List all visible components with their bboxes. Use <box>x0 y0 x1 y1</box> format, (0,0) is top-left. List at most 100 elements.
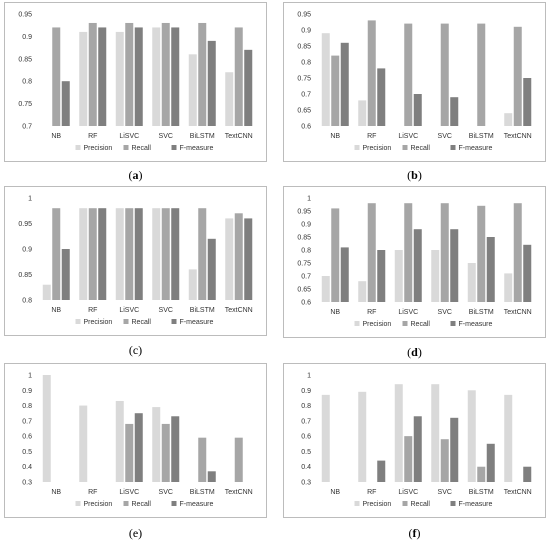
bar-precision <box>188 54 197 126</box>
legend-swatch <box>171 145 177 150</box>
bar-recall <box>440 203 449 302</box>
legend-label: Precision <box>363 321 392 328</box>
bar-precision <box>188 269 197 300</box>
panel-caption: (d) <box>407 345 422 359</box>
y-tick-label: 0.85 <box>18 272 32 279</box>
x-category-label: NB <box>330 133 340 140</box>
x-category-label: RF <box>88 307 97 314</box>
x-category-label: SVC <box>159 133 173 140</box>
x-category-label: RF <box>367 133 376 140</box>
y-tick-label: 0.65 <box>297 287 311 294</box>
y-tick-label: 1 <box>307 373 311 380</box>
bar-f-measure <box>486 237 495 302</box>
bar-f-measure <box>413 229 422 302</box>
bar-f-measure <box>450 229 459 302</box>
legend-label: F-measure <box>180 319 214 326</box>
bar-f-measure <box>171 208 180 300</box>
bar-precision <box>115 208 124 300</box>
bar-recall <box>367 20 376 126</box>
bar-f-measure <box>207 471 216 482</box>
bar-precision <box>225 218 234 300</box>
bar-f-measure <box>244 49 253 127</box>
legend-swatch <box>402 321 408 326</box>
legend-label: F-measure <box>459 501 493 508</box>
y-tick-label: 0.8 <box>301 60 311 67</box>
y-tick-label: 0.4 <box>301 464 311 471</box>
x-category-label: NB <box>330 309 340 316</box>
bar-precision <box>152 27 161 126</box>
bar-f-measure <box>98 27 107 126</box>
chart-panel-e: 0.3 0.4 0.5 0.6 0.7 0.8 0.9 1 NB RF LiSVC SVC BiLSTM… <box>4 363 267 544</box>
bar-precision <box>42 284 51 300</box>
bar-precision <box>79 405 88 482</box>
y-tick-label: 0.7 <box>301 274 311 281</box>
bar-f-measure <box>377 460 386 482</box>
y-tick-label: 0.9 <box>301 222 311 229</box>
bar-precision <box>504 394 513 482</box>
legend-swatch <box>171 501 177 506</box>
bar-f-measure <box>450 417 459 482</box>
bar-f-measure <box>486 443 495 482</box>
legend-label: F-measure <box>459 145 493 152</box>
legend-swatch <box>75 145 81 150</box>
y-tick-label: 0.95 <box>18 12 32 19</box>
chart-panel-f: 0.3 0.4 0.5 0.6 0.7 0.8 0.9 1 NB RF LiSVC SVC BiLSTM… <box>283 363 546 544</box>
panel-letter: e <box>132 526 139 540</box>
x-category-label: TextCNN <box>225 489 253 496</box>
bar-precision <box>79 31 88 127</box>
chart-f: 0.3 0.4 0.5 0.6 0.7 0.8 0.9 1 NB RF LiSVC SVC BiLSTM… <box>301 373 531 509</box>
x-category-label: NB <box>51 489 61 496</box>
legend-swatch <box>450 501 456 506</box>
x-category-label: TextCNN <box>225 307 253 314</box>
x-category-label: NB <box>330 489 340 496</box>
legend-swatch <box>402 501 408 506</box>
x-category-label: RF <box>88 489 97 496</box>
x-category-label: SVC <box>438 133 452 140</box>
bar-recall <box>513 26 522 126</box>
chart-a: 0.7 0.75 0.8 0.85 0.9 0.95 NB RF LiSVC SVC BiLSTM T… <box>18 12 253 153</box>
y-tick-label: 0.75 <box>18 101 32 108</box>
bar-recall <box>440 23 449 127</box>
legend-swatch <box>354 321 360 326</box>
y-tick-label: 0.9 <box>22 388 32 395</box>
y-tick-label: 0.6 <box>22 434 32 441</box>
x-category-label: TextCNN <box>504 133 532 140</box>
y-tick-label: 0.85 <box>18 56 32 63</box>
y-tick-label: 0.9 <box>301 28 311 35</box>
bar-precision <box>431 250 440 302</box>
bar-precision <box>504 113 513 126</box>
bar-recall <box>234 27 243 126</box>
legend-swatch <box>123 145 129 150</box>
y-tick-label: 0.8 <box>22 298 32 305</box>
x-category-label: NB <box>51 133 61 140</box>
bar-recall <box>404 436 413 482</box>
bar-f-measure <box>340 247 349 302</box>
y-tick-label: 0.6 <box>301 300 311 307</box>
legend-label: Recall <box>411 501 431 508</box>
x-category-label: LiSVC <box>119 307 139 314</box>
y-tick-label: 0.85 <box>297 235 311 242</box>
x-category-label: NB <box>51 307 61 314</box>
bar-recall <box>161 22 170 126</box>
bar-recall <box>52 208 61 300</box>
x-category-label: LiSVC <box>398 489 418 496</box>
chart-panel-a: 0.7 0.75 0.8 0.85 0.9 0.95 NB RF LiSVC SVC BiLSTM T… <box>4 2 267 187</box>
y-tick-label: 0.95 <box>18 221 32 228</box>
bar-f-measure <box>134 27 143 126</box>
x-category-label: BiLSTM <box>469 133 494 140</box>
legend-swatch <box>171 319 177 324</box>
bar-recall <box>52 27 61 126</box>
chart-d: 0.6 0.65 0.7 0.75 0.8 0.85 0.9 0.95 1 NB RF LiSVC SV… <box>297 196 531 329</box>
x-category-label: LiSVC <box>119 489 139 496</box>
legend-swatch <box>450 321 456 326</box>
y-tick-label: 0.65 <box>297 108 311 115</box>
y-tick-label: 0.75 <box>297 76 311 83</box>
y-tick-label: 1 <box>28 196 32 203</box>
bar-recall <box>477 466 486 482</box>
x-category-label: SVC <box>159 307 173 314</box>
bar-f-measure <box>61 81 70 126</box>
bar-precision <box>358 391 367 482</box>
legend-swatch <box>354 501 360 506</box>
chart-panel-c: 0.8 0.85 0.9 0.95 1 NB RF LiSVC SVC BiLSTM TextCNN… <box>4 186 267 361</box>
y-tick-label: 0.6 <box>301 124 311 131</box>
